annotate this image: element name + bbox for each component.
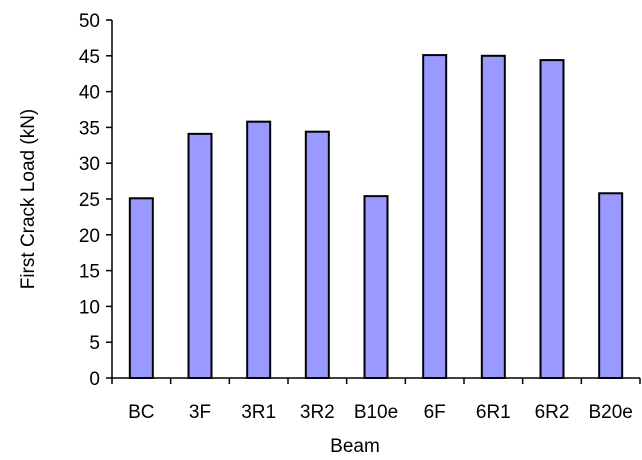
bar-0 <box>128 197 154 379</box>
y-tick-label-8: 40 <box>79 83 100 104</box>
bar-5 <box>422 54 448 379</box>
bar-4 <box>363 195 389 379</box>
x-tick-label-1: 3F <box>189 402 211 423</box>
y-tick-label-2: 10 <box>79 297 100 318</box>
y-axis-title: First Crack Load (kN) <box>18 109 39 290</box>
y-tick-label-1: 5 <box>89 333 100 354</box>
x-tick-label-6: 6R1 <box>476 402 511 423</box>
y-tick-label-7: 35 <box>79 118 100 139</box>
x-tick-label-2: 3R1 <box>241 402 276 423</box>
y-tick-label-6: 30 <box>79 154 100 175</box>
x-tick-label-0: BC <box>128 402 154 423</box>
x-tick-label-3: 3R2 <box>300 402 335 423</box>
x-tick-label-4: B10e <box>354 402 398 423</box>
bar-6 <box>480 54 506 380</box>
x-tick-label-8: B20e <box>588 402 632 423</box>
bar-1 <box>187 132 213 379</box>
x-axis-title: Beam <box>330 436 380 457</box>
bar-8 <box>598 192 624 379</box>
y-axis-ticks: 0 5 10 15 20 25 30 35 40 45 50 <box>79 11 112 390</box>
y-tick-label-9: 45 <box>79 47 100 68</box>
y-tick-label-10: 50 <box>79 11 100 32</box>
y-tick-label-3: 15 <box>79 262 100 283</box>
x-axis-ticks: BC 3F 3R1 3R2 B10e 6F 6R1 6R2 B20e <box>111 378 641 423</box>
bars <box>128 54 624 380</box>
bar-7 <box>539 59 565 379</box>
y-tick-label-5: 25 <box>79 190 100 211</box>
y-tick-label-4: 20 <box>79 226 100 247</box>
bar-2 <box>246 120 272 379</box>
x-tick-label-7: 6R2 <box>535 402 570 423</box>
x-tick-label-5: 6F <box>424 402 446 423</box>
bar-3 <box>304 130 330 379</box>
y-tick-label-0: 0 <box>89 369 100 390</box>
